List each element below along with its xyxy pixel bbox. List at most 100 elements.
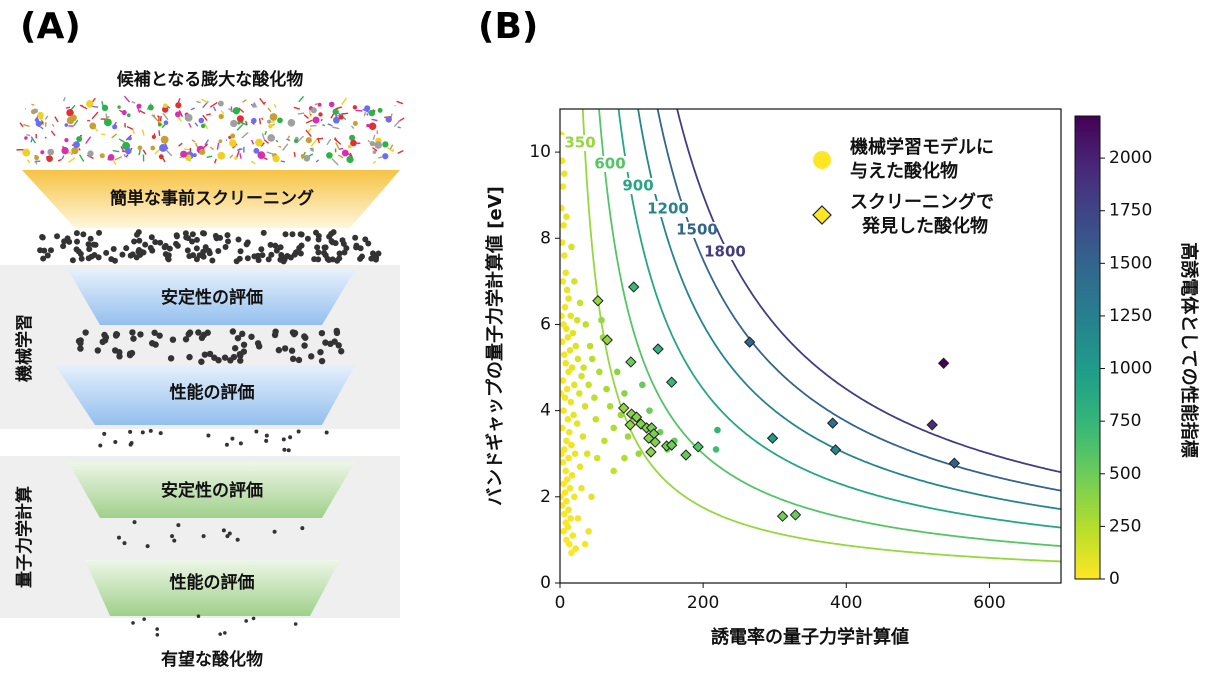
bond <box>212 106 217 112</box>
dot <box>314 244 321 251</box>
atom <box>217 151 226 160</box>
atom <box>192 153 197 158</box>
bond <box>307 127 312 133</box>
atom <box>317 102 322 107</box>
dot <box>365 240 372 247</box>
contour-label: 1200 <box>647 200 689 218</box>
point <box>588 493 595 501</box>
dot <box>287 254 294 261</box>
bond <box>310 139 318 147</box>
dot <box>334 257 341 264</box>
crystal-icon <box>209 131 249 164</box>
dot <box>54 233 61 240</box>
bond <box>188 122 192 128</box>
dot <box>296 245 303 252</box>
point <box>560 459 567 466</box>
bond <box>372 147 378 152</box>
bond <box>151 114 159 122</box>
bond <box>275 139 279 143</box>
point <box>562 269 570 277</box>
dot <box>333 329 341 337</box>
bond <box>216 142 220 150</box>
diamond-point <box>601 334 613 346</box>
colorbar-tick-label: 1750 <box>1109 201 1152 221</box>
decoration <box>16 95 405 637</box>
bond <box>305 129 312 138</box>
dot <box>140 430 145 435</box>
point <box>606 403 614 410</box>
point <box>560 390 565 397</box>
colorbar-tick-label: 500 <box>1109 464 1141 484</box>
y-tick-label: 8 <box>540 228 551 248</box>
point <box>562 359 570 367</box>
atom <box>163 103 168 109</box>
dot <box>44 252 51 259</box>
dot <box>165 256 172 263</box>
colorbar-tick-label: 0 <box>1109 569 1120 589</box>
atom <box>232 107 241 115</box>
atom <box>257 151 266 159</box>
atom <box>174 111 181 118</box>
dot <box>138 248 145 255</box>
diamond-point <box>948 457 961 469</box>
point <box>560 252 568 259</box>
dot <box>41 247 48 254</box>
bond <box>26 159 31 164</box>
bond <box>263 101 267 105</box>
crystal-icon <box>178 139 213 162</box>
atom <box>269 113 278 121</box>
contour-line <box>581 109 1061 563</box>
atom <box>346 155 354 164</box>
point <box>566 428 573 436</box>
bond <box>305 119 313 124</box>
colorbar-label: 高誘電体としての性能指標 <box>1178 242 1200 457</box>
point <box>565 368 572 376</box>
bond <box>50 130 56 137</box>
panel-label: (A) <box>20 6 81 47</box>
atom <box>328 101 335 108</box>
atom <box>46 155 53 163</box>
dot <box>259 252 266 259</box>
diamond-point <box>652 343 664 355</box>
dot <box>317 348 324 356</box>
atom <box>22 148 31 157</box>
dot <box>227 531 232 536</box>
dot <box>61 238 68 245</box>
crystal-icon <box>250 130 289 165</box>
dot <box>157 239 164 246</box>
dot <box>40 255 47 262</box>
bond <box>335 106 342 110</box>
diamond-point <box>789 509 802 521</box>
bond <box>326 138 332 146</box>
atom <box>272 155 280 163</box>
bond <box>178 142 183 147</box>
dot <box>110 246 117 253</box>
contour-line <box>617 109 1061 529</box>
diamond-point <box>592 295 604 307</box>
bond <box>78 154 85 162</box>
dot <box>66 238 73 245</box>
crystal-icon <box>209 99 248 131</box>
atom <box>267 119 272 124</box>
dot <box>128 349 136 357</box>
point <box>560 527 567 535</box>
point <box>571 493 578 501</box>
dot <box>368 255 375 262</box>
bond <box>229 154 234 159</box>
point <box>563 385 571 393</box>
dot <box>77 345 84 352</box>
dot <box>206 433 211 438</box>
bond <box>258 118 262 125</box>
diamond-point <box>826 417 839 429</box>
bond <box>112 159 117 166</box>
dot <box>318 357 326 365</box>
bond <box>250 139 255 145</box>
bond <box>281 143 289 151</box>
diamond-point <box>665 376 678 388</box>
dot <box>148 428 153 433</box>
step-label: 性能の評価 <box>170 382 255 403</box>
dot <box>335 342 342 349</box>
point <box>574 355 582 363</box>
atom <box>368 109 376 117</box>
dot <box>166 245 173 252</box>
